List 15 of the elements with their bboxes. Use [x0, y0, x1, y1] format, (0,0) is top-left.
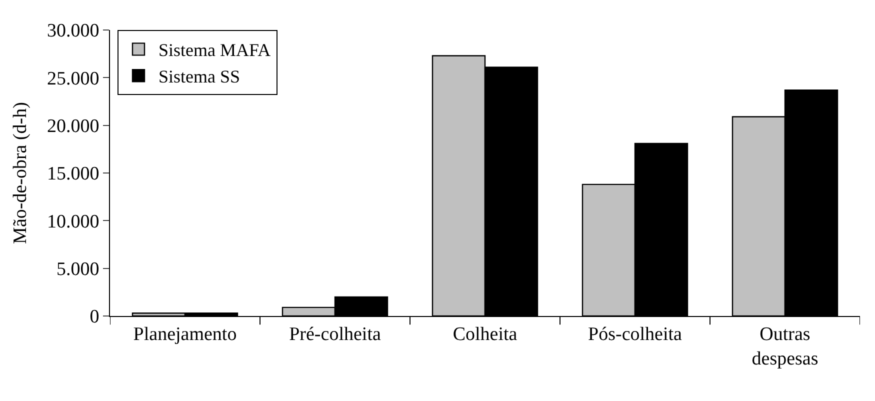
x-tick-label: Outras despesas	[752, 324, 818, 370]
y-tick-label: 25.000	[46, 68, 100, 90]
legend-label: Sistema MAFA	[158, 40, 271, 60]
y-axis-title: Mão-de-obra (d-h)	[10, 102, 31, 244]
legend-label: Sistema SS	[158, 66, 240, 87]
x-tick-label: Colheita	[452, 324, 518, 345]
y-tick-label: 5.000	[56, 258, 100, 280]
x-tick-label: Pós-colheita	[588, 324, 683, 345]
y-tick-label: 15.000	[46, 164, 100, 185]
y-tick-label: 30.000	[46, 20, 100, 42]
x-tick-label: Planejamento	[133, 324, 237, 345]
y-tick-label: 0	[90, 306, 100, 328]
y-tick-label: 10.000	[46, 211, 100, 232]
y-tick-label: 20.000	[46, 116, 100, 137]
x-tick-label: Pré-colheita	[289, 324, 382, 345]
